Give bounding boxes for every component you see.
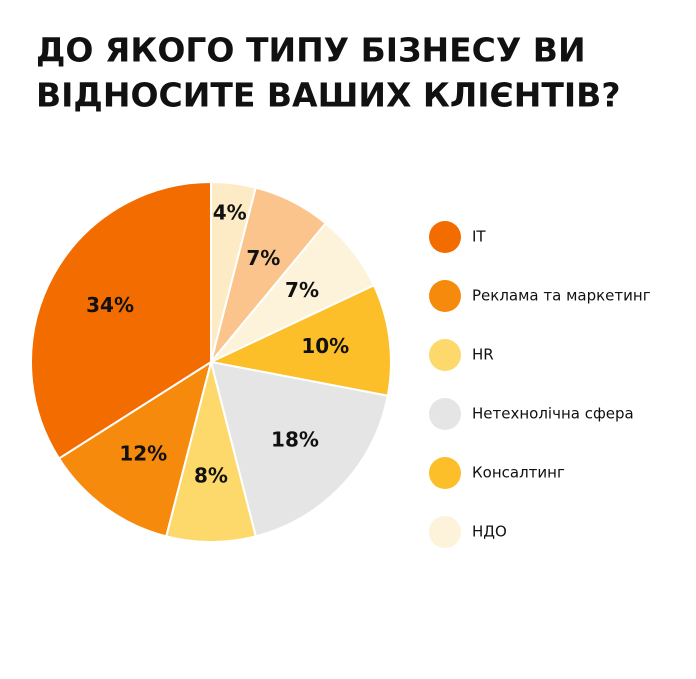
chart-title: ДО ЯКОГО ТИПУ БІЗНЕСУ ВИ <box>36 31 586 70</box>
pie-slice <box>57 359 213 538</box>
slice-label: 4% <box>213 200 247 224</box>
legend-swatch <box>429 280 461 312</box>
legend-swatch <box>429 516 461 548</box>
slice-label: 7% <box>285 278 319 302</box>
chart-title: ВІДНОСИТЕ ВАШИХ КЛІЄНТІВ? <box>36 76 620 115</box>
legend-swatch <box>429 457 461 489</box>
slice-label: 34% <box>86 293 134 317</box>
legend-label: HR <box>472 346 494 364</box>
pie-slice <box>207 284 392 397</box>
legend-label: IT <box>472 228 486 246</box>
legend-swatch <box>429 339 461 371</box>
legend-label: Реклама та маркетинг <box>472 287 651 305</box>
legend-label: Нетехнолічна сфера <box>472 405 634 423</box>
legend-swatch <box>429 398 461 430</box>
slice-label: 10% <box>301 334 349 358</box>
legend-label: Консалтинг <box>472 464 565 482</box>
legend-swatch <box>429 221 461 253</box>
slice-label: 12% <box>119 442 167 466</box>
legend-label: НДО <box>472 523 507 541</box>
slice-label: 8% <box>194 464 228 488</box>
pie-slice <box>30 180 212 460</box>
pie-slice <box>209 360 389 538</box>
slice-label: 18% <box>271 427 319 451</box>
pie-slice <box>165 361 257 543</box>
slice-label: 7% <box>246 246 280 270</box>
